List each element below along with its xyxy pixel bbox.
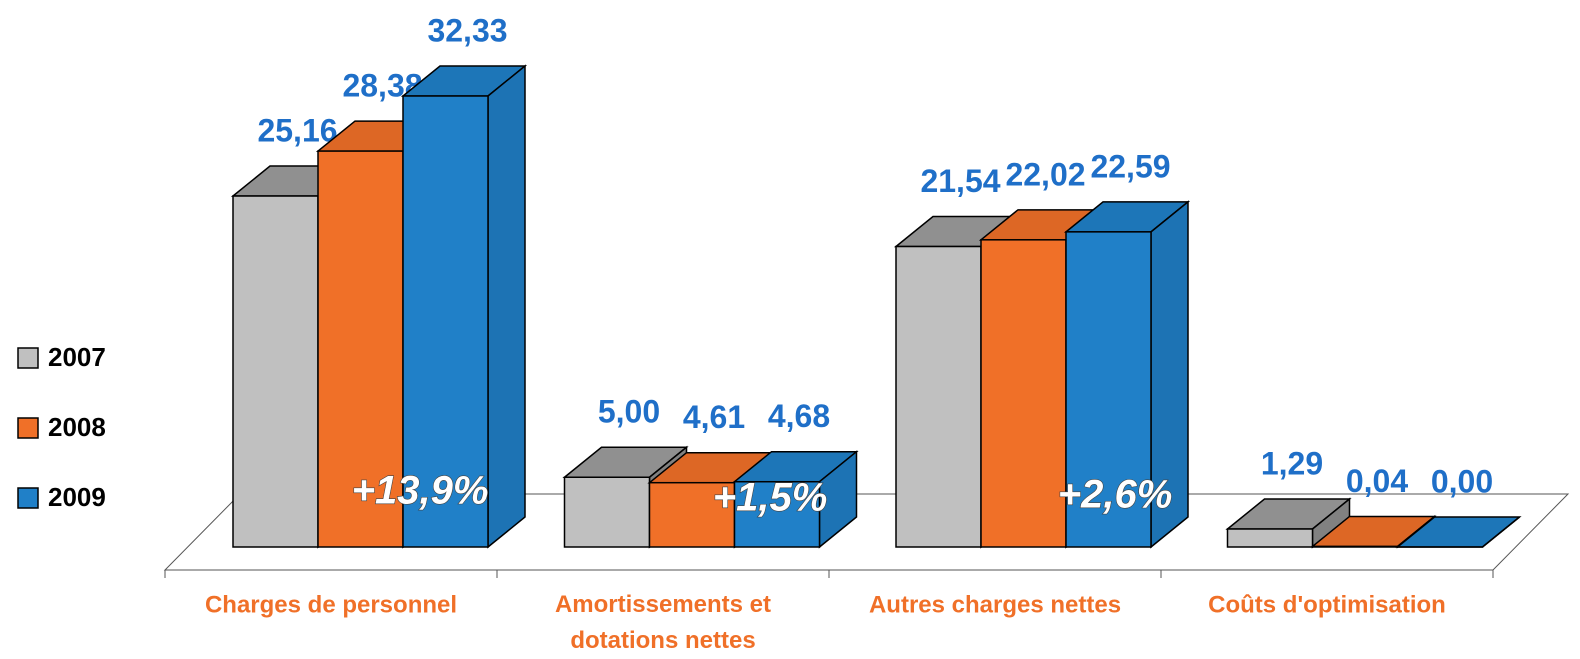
value-label: 22,02 xyxy=(1005,156,1085,192)
bar xyxy=(980,239,1067,548)
legend-swatch xyxy=(17,417,39,439)
legend-label: 2008 xyxy=(48,412,106,442)
x-tick-label: Coûts d'optimisation xyxy=(1208,591,1446,618)
value-label: 5,00 xyxy=(598,394,660,430)
legend-swatch xyxy=(17,487,39,509)
bar-side xyxy=(487,64,526,549)
bar xyxy=(895,245,982,548)
legend-label: 2009 xyxy=(48,482,106,512)
value-label: 4,68 xyxy=(768,398,830,434)
bar-side xyxy=(1482,516,1520,548)
value-label: 22,59 xyxy=(1090,148,1170,184)
x-tick-label: Amortissements et dotations nettes xyxy=(555,591,771,654)
bar xyxy=(563,476,651,548)
value-label: 21,54 xyxy=(920,163,1000,199)
bar xyxy=(232,195,319,548)
value-label: 4,61 xyxy=(683,399,745,435)
value-label: 0,00 xyxy=(1431,463,1493,499)
annotation: +1,5% xyxy=(713,476,828,520)
annotation: +13,9% xyxy=(352,469,489,513)
value-label: 1,29 xyxy=(1261,445,1323,481)
bar xyxy=(1226,528,1314,548)
legend-swatch xyxy=(17,347,39,369)
legend-label: 2007 xyxy=(48,342,106,372)
bar xyxy=(1065,231,1152,548)
x-tick-label: Charges de personnel xyxy=(205,591,457,618)
bar xyxy=(1311,545,1399,548)
value-label: 32,33 xyxy=(427,12,507,48)
bar xyxy=(733,480,821,548)
x-tick-label: Autres charges nettes xyxy=(869,591,1121,618)
bar xyxy=(402,95,489,548)
value-label: 25,16 xyxy=(257,112,337,148)
annotation: +2,6% xyxy=(1058,473,1173,517)
value-label: 0,04 xyxy=(1346,463,1408,499)
